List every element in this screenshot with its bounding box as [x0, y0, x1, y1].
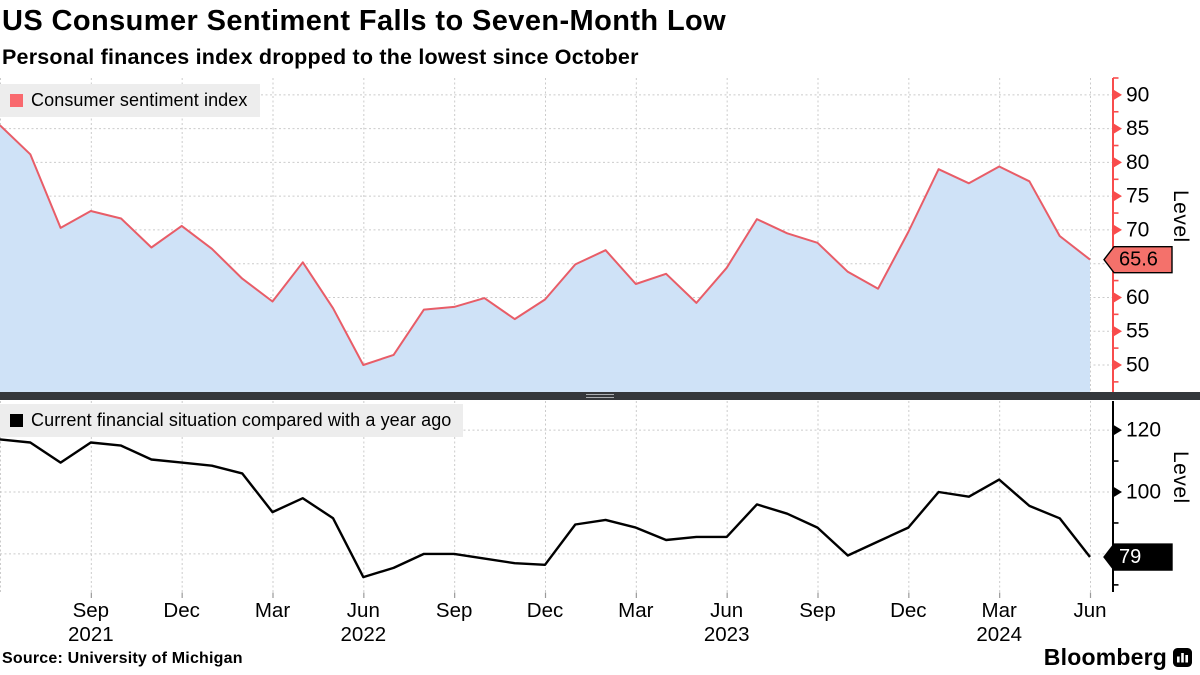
source-credit: Source: University of Michigan [2, 650, 243, 667]
top-major-tick [1113, 359, 1122, 371]
top-tick-label: 60 [1126, 286, 1149, 309]
legend-swatch-black [10, 414, 23, 427]
x-axis-month-label: Dec [163, 599, 199, 622]
x-axis-month-label: Jun [710, 599, 743, 622]
bloomberg-wordmark: Bloomberg [1043, 644, 1167, 670]
sentiment-area-fill [0, 125, 1090, 393]
bottom-major-tick [1113, 486, 1122, 498]
x-axis-month-label: Sep [436, 599, 472, 622]
x-axis-month-label: Mar [982, 599, 1017, 622]
y-axis-title-top: Level [1169, 190, 1192, 243]
page-title: US Consumer Sentiment Falls to Seven-Mon… [2, 5, 727, 37]
top-major-tick [1113, 123, 1122, 135]
y-axis-title-bottom: Level [1169, 451, 1192, 504]
x-axis-month-label: Sep [799, 599, 835, 622]
bottom-tick-label: 120 [1126, 419, 1161, 442]
pane-splitter-bar [0, 392, 1200, 400]
top-major-tick [1113, 190, 1122, 202]
top-tick-label: 50 [1126, 353, 1149, 376]
legend-swatch-red [10, 94, 23, 107]
legend-label: Current financial situation compared wit… [31, 410, 452, 430]
pane-splitter-grip[interactable] [586, 394, 614, 398]
sentiment-series-line [0, 124, 1091, 366]
bottom-value-badge [1103, 543, 1173, 571]
top-tick-label: 80 [1126, 151, 1149, 174]
bloomberg-icon [1173, 648, 1192, 667]
top-tick-label: 55 [1126, 320, 1149, 343]
page-subtitle: Personal finances index dropped to the l… [2, 45, 639, 69]
finances-series-line [0, 438, 1091, 579]
x-axis-month-label: Mar [618, 599, 653, 622]
bottom-tick-label: 100 [1126, 481, 1161, 504]
x-axis-month-label: Sep [73, 599, 109, 622]
bottom-major-tick [1113, 424, 1122, 436]
top-major-tick [1113, 89, 1122, 101]
top-tick-label: 85 [1126, 117, 1149, 140]
x-axis-year-label: 2022 [341, 623, 387, 646]
top-major-tick [1113, 224, 1122, 236]
top-tick-label: 75 [1126, 185, 1149, 208]
top-major-tick [1113, 156, 1122, 168]
x-axis-month-label: Dec [890, 599, 926, 622]
x-axis-month-label: Jun [347, 599, 380, 622]
legend-label: Consumer sentiment index [31, 90, 248, 110]
top-tick-label: 70 [1126, 218, 1149, 241]
x-axis-month-label: Mar [255, 599, 290, 622]
top-major-tick [1113, 325, 1122, 337]
top-major-tick [1113, 291, 1122, 303]
legend-current-finances: Current financial situation compared wit… [0, 404, 464, 437]
top-value-badge-label: 65.6 [1119, 249, 1158, 271]
x-axis-month-label: Dec [527, 599, 563, 622]
legend-consumer-sentiment: Consumer sentiment index [0, 84, 260, 117]
bloomberg-logo: Bloomberg [1044, 644, 1192, 671]
x-axis-year-label: 2021 [68, 623, 114, 646]
x-axis-month-label: Jun [1073, 599, 1106, 622]
top-value-badge [1103, 245, 1173, 274]
bottom-value-badge-label: 79 [1119, 546, 1141, 568]
x-axis-year-label: 2023 [704, 623, 750, 646]
top-tick-label: 90 [1126, 83, 1149, 106]
x-axis-year-label: 2024 [976, 623, 1022, 646]
